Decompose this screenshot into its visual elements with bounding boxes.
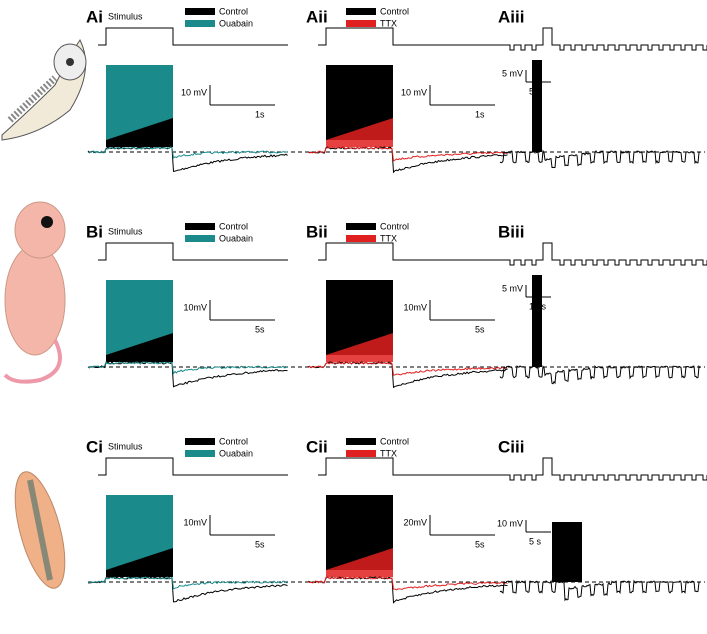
trace — [87, 146, 288, 173]
panel-label: Ai — [86, 7, 103, 26]
scale-h-label: 1s — [255, 109, 265, 119]
stimulus-trace — [98, 457, 288, 476]
legend-swatch — [346, 8, 376, 15]
trace — [88, 146, 288, 159]
scale-h-label: 5 s — [529, 536, 542, 546]
legend-label: Ouabain — [219, 448, 253, 458]
legend-swatch — [346, 235, 376, 242]
stimulus-label: Stimulus — [108, 441, 143, 451]
trace — [87, 576, 288, 590]
spiking-block — [532, 60, 542, 152]
scale-h-label: 5s — [475, 539, 485, 549]
legend-label: Control — [219, 436, 248, 446]
scale-h-label: 1s — [475, 109, 485, 119]
legend-label: Control — [380, 6, 409, 16]
stimulus-trace — [505, 457, 707, 481]
panel-label: Ciii — [498, 437, 524, 456]
spiking-block — [552, 522, 582, 582]
scale-v-label: 10 mV — [497, 518, 523, 528]
legend-swatch — [185, 235, 215, 242]
panel-label: Aii — [306, 7, 328, 26]
legend-swatch — [346, 450, 376, 457]
legend-label: Control — [380, 221, 409, 231]
legend-label: Ouabain — [219, 233, 253, 243]
trace — [499, 149, 701, 169]
stimulus-trace — [318, 457, 508, 476]
panel-label: Biii — [498, 222, 524, 241]
panel-label: Bi — [86, 222, 103, 241]
stimulus-trace — [318, 27, 508, 46]
panel-label: Ci — [86, 437, 103, 456]
legend-label: Ouabain — [219, 18, 253, 28]
trace — [87, 361, 288, 388]
legend-label: Control — [219, 6, 248, 16]
spiking-black — [106, 118, 173, 147]
spiking-black — [106, 333, 173, 362]
legend-swatch — [346, 223, 376, 230]
stimulus-trace — [505, 27, 707, 51]
legend-swatch — [346, 438, 376, 445]
tadpole — [1, 39, 87, 141]
stimulus-trace — [98, 242, 288, 261]
legend-label: Control — [380, 436, 409, 446]
panel-label: Cii — [306, 437, 328, 456]
scale-v-label: 5 mV — [502, 283, 523, 293]
trace — [307, 146, 508, 174]
legend-swatch — [185, 438, 215, 445]
trace — [307, 361, 508, 376]
spiking-block — [532, 275, 542, 367]
trace — [307, 576, 508, 591]
scale-v-label: 10mV — [403, 302, 427, 312]
legend-label: TTX — [380, 448, 397, 458]
spiking-black — [326, 548, 393, 577]
panel-label: Aiii — [498, 7, 524, 26]
stimulus-trace — [318, 242, 508, 261]
legend-swatch — [185, 223, 215, 230]
spiking-black — [326, 118, 393, 147]
trace — [87, 361, 288, 376]
trace — [307, 576, 508, 604]
spiking-black — [326, 333, 393, 362]
spiking-black — [106, 548, 173, 577]
stimulus-label: Stimulus — [108, 226, 143, 236]
trace — [499, 364, 701, 385]
legend-label: TTX — [380, 18, 397, 28]
trace — [499, 579, 701, 602]
scale-h-label: 5s — [475, 324, 485, 334]
legend-swatch — [185, 20, 215, 27]
trace — [307, 361, 508, 389]
panel-label: Bii — [306, 222, 328, 241]
stimulus-label: Stimulus — [108, 11, 143, 21]
legend-swatch — [185, 8, 215, 15]
scale-v-label: 10mV — [183, 302, 207, 312]
scale-v-label: 10 mV — [181, 87, 207, 97]
scale-h-label: 5s — [255, 324, 265, 334]
legend-label: TTX — [380, 233, 397, 243]
scale-v-label: 10 mV — [401, 87, 427, 97]
scale-v-label: 10mV — [183, 517, 207, 527]
larva — [14, 471, 66, 589]
scale-v-label: 20mV — [403, 517, 427, 527]
scale-h-label: 5s — [255, 539, 265, 549]
trace — [307, 146, 508, 162]
stimulus-trace — [505, 242, 707, 266]
stimulus-trace — [98, 27, 288, 46]
legend-swatch — [346, 20, 376, 27]
mouse-pup — [3, 201, 66, 384]
legend-swatch — [185, 450, 215, 457]
trace — [88, 576, 288, 603]
scale-v-label: 5 mV — [502, 68, 523, 78]
legend-label: Control — [219, 221, 248, 231]
